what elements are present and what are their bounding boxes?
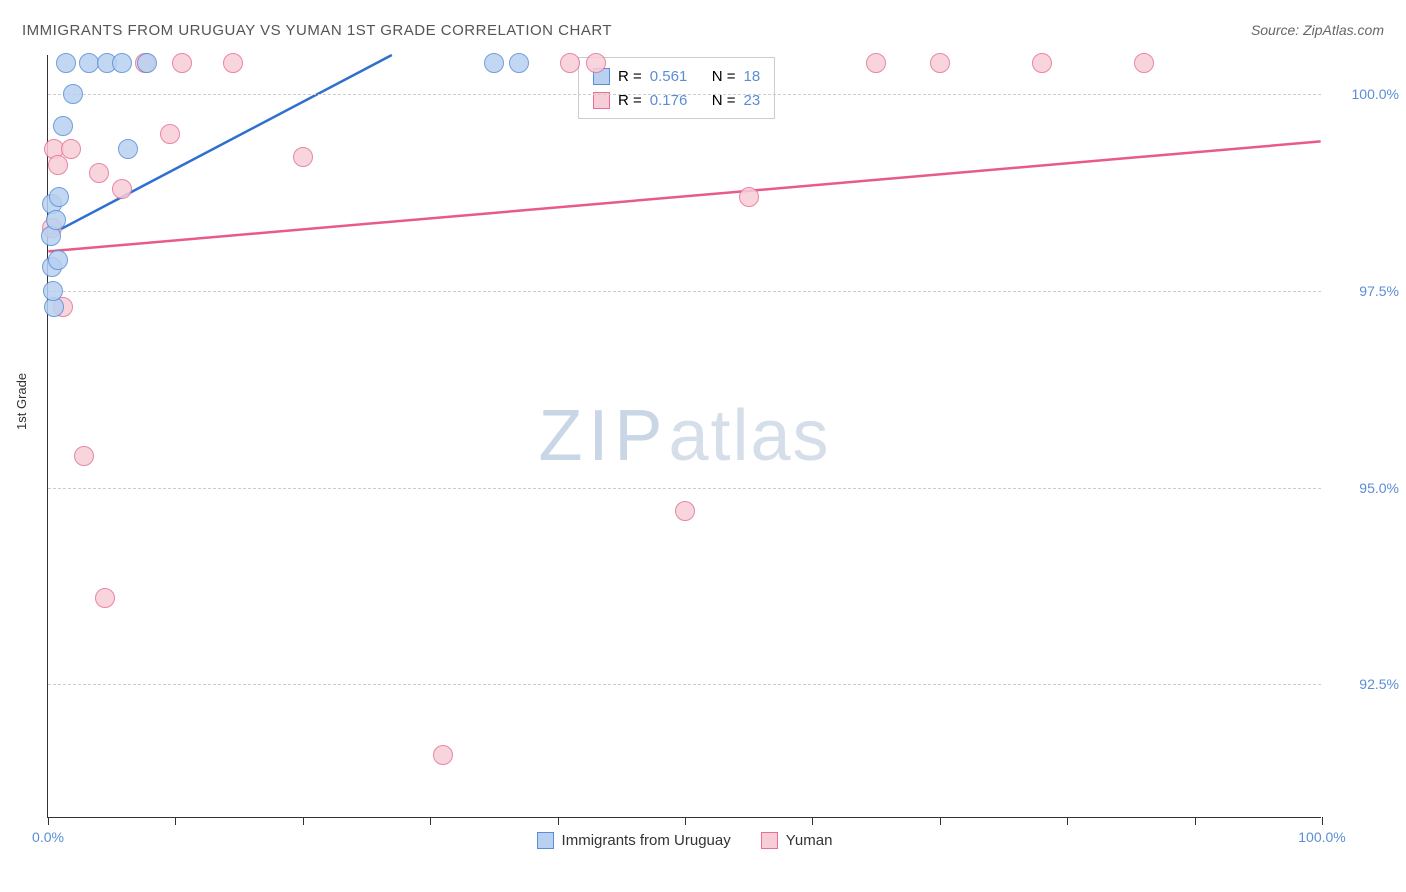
y-axis-label: 1st Grade: [14, 373, 29, 430]
pink-point: [560, 53, 580, 73]
pink-point: [95, 588, 115, 608]
blue-point: [118, 139, 138, 159]
xtick-label: 0.0%: [32, 829, 64, 845]
xtick: [303, 817, 304, 825]
n-label: N =: [712, 68, 736, 85]
pink-point: [675, 501, 695, 521]
pink-point: [1134, 53, 1154, 73]
grid-line: [48, 291, 1321, 292]
watermark: ZIPatlas: [538, 395, 830, 477]
legend-label-blue: Immigrants from Uruguay: [562, 832, 731, 849]
pink-point: [866, 53, 886, 73]
legend-label-pink: Yuman: [786, 832, 833, 849]
trend-line: [48, 141, 1320, 251]
grid-line: [48, 684, 1321, 685]
grid-line: [48, 488, 1321, 489]
r-value-blue: 0.561: [650, 68, 704, 85]
pink-point: [586, 53, 606, 73]
trend-line: [48, 55, 392, 236]
n-value-blue: 18: [744, 68, 761, 85]
xtick-label: 100.0%: [1298, 829, 1345, 845]
xtick: [48, 817, 49, 825]
grid-line: [48, 94, 1321, 95]
ytick-label: 95.0%: [1359, 480, 1399, 496]
blue-point: [137, 53, 157, 73]
blue-point: [509, 53, 529, 73]
r-label: R =: [618, 68, 642, 85]
pink-point: [223, 53, 243, 73]
legend-item-pink: Yuman: [761, 832, 833, 849]
ytick-label: 97.5%: [1359, 283, 1399, 299]
pink-point: [61, 139, 81, 159]
xtick: [430, 817, 431, 825]
trend-lines: [48, 55, 1321, 817]
series-legend: Immigrants from Uruguay Yuman: [48, 832, 1321, 849]
xtick: [812, 817, 813, 825]
pink-point: [1032, 53, 1052, 73]
source-label: Source: ZipAtlas.com: [1251, 22, 1384, 38]
pink-point: [930, 53, 950, 73]
pink-point: [112, 179, 132, 199]
pink-point: [433, 745, 453, 765]
correlation-legend: R = 0.561 N = 18 R = 0.176 N = 23: [578, 57, 775, 119]
plot-area: ZIPatlas R = 0.561 N = 18 R = 0.176 N = …: [47, 55, 1321, 818]
xtick: [940, 817, 941, 825]
blue-point: [43, 281, 63, 301]
blue-point: [53, 116, 73, 136]
legend-row-pink: R = 0.176 N = 23: [593, 88, 760, 112]
swatch-blue: [537, 832, 554, 849]
swatch-pink: [761, 832, 778, 849]
legend-row-blue: R = 0.561 N = 18: [593, 64, 760, 88]
ytick-label: 92.5%: [1359, 676, 1399, 692]
blue-point: [112, 53, 132, 73]
chart-title: IMMIGRANTS FROM URUGUAY VS YUMAN 1ST GRA…: [22, 22, 612, 39]
ytick-label: 100.0%: [1352, 86, 1399, 102]
xtick: [1067, 817, 1068, 825]
blue-point: [48, 250, 68, 270]
blue-point: [63, 84, 83, 104]
pink-point: [160, 124, 180, 144]
xtick: [1322, 817, 1323, 825]
blue-point: [46, 210, 66, 230]
pink-point: [89, 163, 109, 183]
blue-point: [56, 53, 76, 73]
pink-point: [739, 187, 759, 207]
blue-point: [484, 53, 504, 73]
xtick: [1195, 817, 1196, 825]
legend-item-blue: Immigrants from Uruguay: [537, 832, 731, 849]
xtick: [558, 817, 559, 825]
xtick: [685, 817, 686, 825]
pink-point: [74, 446, 94, 466]
xtick: [175, 817, 176, 825]
pink-point: [293, 147, 313, 167]
blue-point: [49, 187, 69, 207]
pink-point: [172, 53, 192, 73]
